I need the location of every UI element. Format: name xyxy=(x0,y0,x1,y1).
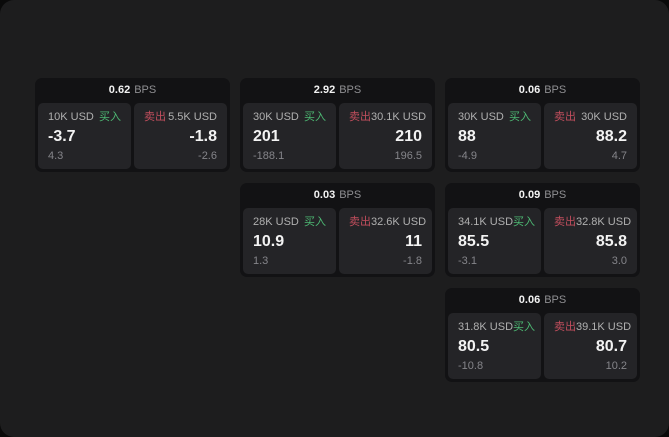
sell-panel[interactable]: 卖出 39.1K USD 80.7 10.2 xyxy=(544,313,637,379)
quote-card-6: 0.06 BPS 31.8K USD 买入 80.5 -10.8 卖出 39.1… xyxy=(445,288,640,382)
sell-notional-label: 30.1K USD xyxy=(371,111,427,123)
buy-change: 4.3 xyxy=(48,150,64,162)
buy-panel[interactable]: 31.8K USD 买入 80.5 -10.8 xyxy=(448,313,541,379)
sell-price: 210 xyxy=(395,128,422,146)
buy-panel[interactable]: 10K USD 买入 -3.7 4.3 xyxy=(38,103,131,169)
buy-change: -3.1 xyxy=(458,255,477,267)
quotes-grid: 0.62 BPS 10K USD 买入 -3.7 4.3 卖出 5.5K USD xyxy=(35,78,640,382)
sell-notional-label: 39.1K USD xyxy=(576,321,632,333)
sell-notional-label: 32.6K USD xyxy=(371,216,427,228)
sell-side-label: 卖出 xyxy=(349,216,371,228)
sell-change: 4.7 xyxy=(611,150,627,162)
buy-panel[interactable]: 30K USD 买入 88 -4.9 xyxy=(448,103,541,169)
sell-change: 10.2 xyxy=(605,360,627,372)
buy-price: 88 xyxy=(458,128,476,146)
bps-header: 0.62 BPS xyxy=(38,78,227,103)
quote-card-3: 0.06 BPS 30K USD 买入 88 -4.9 卖出 30K USD xyxy=(445,78,640,172)
quote-card-2: 2.92 BPS 30K USD 买入 201 -188.1 卖出 30.1K … xyxy=(240,78,435,172)
buy-notional-label: 28K USD xyxy=(253,216,299,228)
bps-unit-label: BPS xyxy=(544,84,567,96)
sell-panel[interactable]: 卖出 30K USD 88.2 4.7 xyxy=(544,103,637,169)
buy-price: 80.5 xyxy=(458,338,490,356)
bps-unit-label: BPS xyxy=(544,294,567,306)
bps-value: 2.92 xyxy=(313,84,336,96)
sell-change: -2.6 xyxy=(198,150,217,162)
buy-panel[interactable]: 30K USD 买入 201 -188.1 xyxy=(243,103,336,169)
panel-row: 34.1K USD 买入 85.5 -3.1 卖出 32.8K USD 85.8… xyxy=(448,208,637,274)
buy-side-label: 买入 xyxy=(304,111,326,123)
quote-card-1: 0.62 BPS 10K USD 买入 -3.7 4.3 卖出 5.5K USD xyxy=(35,78,230,172)
sell-change: -1.8 xyxy=(403,255,422,267)
sell-panel[interactable]: 卖出 32.6K USD 11 -1.8 xyxy=(339,208,432,274)
buy-side-label: 买入 xyxy=(513,216,536,228)
panel-row: 28K USD 买入 10.9 1.3 卖出 32.6K USD 11 -1.8 xyxy=(243,208,432,274)
bps-header: 0.06 BPS xyxy=(448,78,637,103)
sell-price: 11 xyxy=(405,233,422,251)
sell-panel[interactable]: 卖出 32.8K USD 85.8 3.0 xyxy=(544,208,637,274)
sell-price: 80.7 xyxy=(595,338,627,356)
sell-panel[interactable]: 卖出 30.1K USD 210 196.5 xyxy=(339,103,432,169)
bps-unit-label: BPS xyxy=(544,189,567,201)
sell-change: 3.0 xyxy=(611,255,627,267)
bps-unit-label: BPS xyxy=(339,189,362,201)
buy-change: -10.8 xyxy=(458,360,484,372)
quote-card-4: 0.03 BPS 28K USD 买入 10.9 1.3 卖出 32.6K US… xyxy=(240,183,435,277)
buy-notional-label: 34.1K USD xyxy=(458,216,514,228)
panel-row: 30K USD 买入 88 -4.9 卖出 30K USD 88.2 4.7 xyxy=(448,103,637,169)
buy-notional-label: 10K USD xyxy=(48,111,94,123)
sell-side-label: 卖出 xyxy=(349,111,371,123)
bps-value: 0.06 xyxy=(518,84,541,96)
bps-value: 0.06 xyxy=(518,294,541,306)
bps-unit-label: BPS xyxy=(339,84,362,96)
sell-side-label: 卖出 xyxy=(144,111,166,123)
panel-row: 30K USD 买入 201 -188.1 卖出 30.1K USD 210 1… xyxy=(243,103,432,169)
quote-card-5: 0.09 BPS 34.1K USD 买入 85.5 -3.1 卖出 32.8K… xyxy=(445,183,640,277)
sell-side-label: 卖出 xyxy=(554,216,576,228)
buy-panel[interactable]: 34.1K USD 买入 85.5 -3.1 xyxy=(448,208,541,274)
panel-row: 31.8K USD 买入 80.5 -10.8 卖出 39.1K USD 80.… xyxy=(448,313,637,379)
sell-side-label: 卖出 xyxy=(554,111,576,123)
buy-change: -188.1 xyxy=(253,150,285,162)
buy-side-label: 买入 xyxy=(509,111,531,123)
buy-change: 1.3 xyxy=(253,255,269,267)
buy-side-label: 买入 xyxy=(304,216,326,228)
bps-header: 0.03 BPS xyxy=(243,183,432,208)
panel-row: 10K USD 买入 -3.7 4.3 卖出 5.5K USD -1.8 -2.… xyxy=(38,103,227,169)
bps-value: 0.09 xyxy=(518,189,541,201)
buy-price: 10.9 xyxy=(253,233,285,251)
buy-price: 201 xyxy=(253,128,280,146)
buy-panel[interactable]: 28K USD 买入 10.9 1.3 xyxy=(243,208,336,274)
sell-notional-label: 32.8K USD xyxy=(576,216,632,228)
sell-notional-label: 30K USD xyxy=(581,111,627,123)
sell-change: 196.5 xyxy=(394,150,422,162)
bps-header: 2.92 BPS xyxy=(243,78,432,103)
sell-price: -1.8 xyxy=(189,128,217,146)
buy-notional-label: 30K USD xyxy=(458,111,504,123)
buy-side-label: 买入 xyxy=(513,321,536,333)
bps-header: 0.09 BPS xyxy=(448,183,637,208)
buy-price: -3.7 xyxy=(48,128,76,146)
sell-notional-label: 5.5K USD xyxy=(168,111,217,123)
sell-price: 85.8 xyxy=(595,233,627,251)
bps-unit-label: BPS xyxy=(134,84,157,96)
sell-price: 88.2 xyxy=(595,128,627,146)
buy-notional-label: 31.8K USD xyxy=(458,321,514,333)
bps-value: 0.03 xyxy=(313,189,336,201)
sell-panel[interactable]: 卖出 5.5K USD -1.8 -2.6 xyxy=(134,103,227,169)
sell-side-label: 卖出 xyxy=(554,321,576,333)
buy-change: -4.9 xyxy=(458,150,477,162)
bps-header: 0.06 BPS xyxy=(448,288,637,313)
buy-price: 85.5 xyxy=(458,233,490,251)
bps-value: 0.62 xyxy=(108,84,131,96)
buy-side-label: 买入 xyxy=(99,111,121,123)
buy-notional-label: 30K USD xyxy=(253,111,299,123)
